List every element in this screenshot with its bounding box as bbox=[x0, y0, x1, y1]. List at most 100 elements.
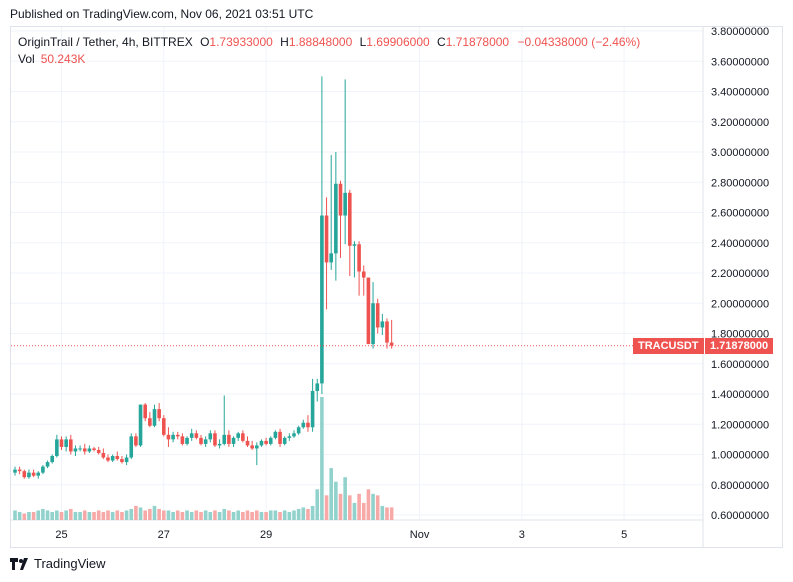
volume-bar bbox=[180, 511, 185, 520]
candle-body bbox=[324, 215, 329, 263]
candle-body bbox=[236, 433, 240, 438]
candle-body bbox=[148, 418, 152, 426]
volume-bar bbox=[236, 510, 240, 520]
volume-bar bbox=[199, 511, 203, 520]
candle-body bbox=[287, 436, 292, 438]
volume-value: 50.243K bbox=[40, 52, 86, 66]
volume-bar bbox=[334, 481, 338, 520]
candle-body bbox=[96, 449, 101, 453]
volume-bar bbox=[148, 508, 152, 520]
y-tick-label: 0.60000000 bbox=[711, 510, 769, 522]
candle-body bbox=[110, 456, 115, 461]
volume-bar bbox=[357, 493, 361, 520]
volume-bar bbox=[69, 508, 73, 520]
volume-bar bbox=[115, 510, 120, 520]
y-tick-label: 1.40000000 bbox=[711, 389, 769, 401]
candle-body bbox=[227, 434, 231, 444]
volume-bar bbox=[255, 510, 259, 520]
volume-bar bbox=[120, 511, 124, 520]
volume-bar bbox=[45, 510, 50, 520]
candle-body bbox=[180, 436, 185, 444]
candle-body bbox=[315, 383, 320, 391]
volume-bar bbox=[385, 507, 389, 520]
volume-bar bbox=[189, 511, 194, 520]
volume-bar bbox=[217, 511, 222, 520]
candle-body bbox=[115, 456, 120, 460]
candle-body bbox=[273, 431, 278, 438]
volume-bar bbox=[320, 397, 324, 520]
chart-frame[interactable] bbox=[10, 26, 783, 548]
candle-body bbox=[157, 409, 161, 419]
candle-body bbox=[208, 433, 213, 440]
volume-bar bbox=[36, 510, 41, 520]
candle-body bbox=[129, 436, 134, 458]
candle-body bbox=[306, 422, 310, 428]
y-tick-label: 1.60000000 bbox=[711, 359, 769, 371]
volume-bar bbox=[287, 511, 292, 520]
y-tick-label: 1.20000000 bbox=[711, 419, 769, 431]
candle-body bbox=[143, 404, 147, 419]
volume-bar bbox=[22, 513, 27, 520]
candle-body bbox=[175, 434, 180, 437]
candle-body bbox=[310, 390, 315, 428]
legend-c-label: C bbox=[437, 35, 446, 49]
volume-bar bbox=[245, 510, 250, 520]
y-tick-label: 3.20000000 bbox=[711, 117, 769, 129]
x-tick-label: 29 bbox=[260, 529, 272, 541]
candle-body bbox=[217, 443, 222, 446]
volume-bar bbox=[380, 505, 385, 520]
candle-body bbox=[389, 342, 394, 346]
x-tick-label: 5 bbox=[621, 529, 627, 541]
candle-body bbox=[13, 469, 17, 473]
y-tick-label: 3.00000000 bbox=[711, 147, 769, 159]
volume-bar bbox=[101, 511, 106, 520]
candle-body bbox=[320, 215, 324, 384]
volume-bar bbox=[64, 510, 68, 520]
legend-change: −0.04338000 (−2.46%) bbox=[517, 35, 641, 49]
legend-h-label: H bbox=[280, 35, 289, 49]
candle-body bbox=[59, 439, 64, 447]
volume-bar bbox=[389, 507, 394, 520]
volume-bar bbox=[106, 510, 110, 520]
candle-body bbox=[92, 448, 96, 450]
volume-bar bbox=[324, 495, 329, 520]
candle-body bbox=[106, 457, 110, 461]
volume-bar bbox=[315, 489, 320, 520]
volume-bar bbox=[306, 508, 310, 520]
candle-body bbox=[124, 457, 129, 463]
candle-body bbox=[334, 183, 338, 254]
candle-body bbox=[78, 448, 82, 450]
candle-body bbox=[343, 192, 347, 216]
volume-bar bbox=[50, 511, 54, 520]
volume-bar bbox=[282, 510, 287, 520]
volume-bar bbox=[213, 510, 217, 520]
volume-bar bbox=[143, 510, 147, 520]
volume-bar bbox=[138, 507, 143, 520]
candle-body bbox=[199, 437, 203, 444]
candle-body bbox=[329, 253, 333, 263]
candle-body bbox=[171, 434, 175, 440]
volume-bar bbox=[361, 502, 366, 520]
volume-bar bbox=[82, 510, 87, 520]
y-tick-label: 1.00000000 bbox=[711, 450, 769, 462]
footer-brand-label: TradingView bbox=[34, 556, 106, 571]
volume-bar bbox=[338, 493, 343, 520]
volume-bar bbox=[208, 511, 213, 520]
volume-bar bbox=[348, 495, 352, 520]
x-tick-label: 27 bbox=[158, 529, 170, 541]
volume-bar bbox=[310, 505, 315, 520]
footer-brand[interactable]: TradingView bbox=[10, 556, 106, 571]
candle-body bbox=[222, 434, 227, 444]
candle-body bbox=[162, 418, 166, 435]
candle-body bbox=[22, 471, 27, 478]
volume-label: Vol bbox=[18, 52, 35, 66]
y-tick-label: 2.00000000 bbox=[711, 298, 769, 310]
x-tick-label: Nov bbox=[410, 529, 430, 541]
candle-body bbox=[357, 244, 361, 272]
volume-bar bbox=[110, 511, 115, 520]
y-tick-label: 2.40000000 bbox=[711, 238, 769, 250]
volume-bar bbox=[371, 493, 375, 520]
candle-body bbox=[380, 321, 385, 328]
volume-bar bbox=[92, 511, 96, 520]
